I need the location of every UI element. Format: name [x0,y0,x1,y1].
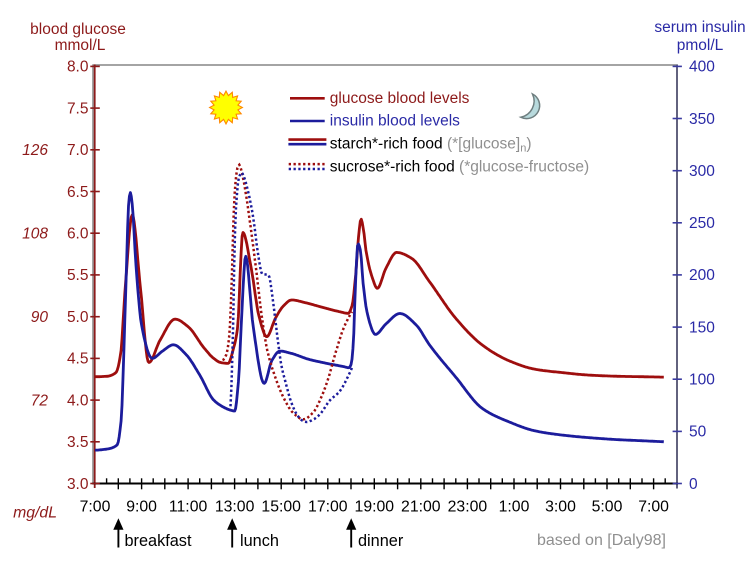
svg-text:serum insulin: serum insulin [654,19,745,36]
svg-text:17:00: 17:00 [308,499,348,516]
svg-text:mmol/L: mmol/L [55,37,106,54]
svg-text:7.0: 7.0 [67,142,89,159]
svg-text:3.5: 3.5 [67,434,89,451]
svg-text:11:00: 11:00 [169,499,208,516]
svg-text:13:00: 13:00 [215,499,255,516]
svg-text:mg/dL: mg/dL [13,504,57,521]
svg-text:100: 100 [689,372,715,389]
svg-text:15:00: 15:00 [261,499,301,516]
svg-text:3.0: 3.0 [67,476,89,493]
svg-text:0: 0 [689,476,698,493]
svg-text:4.0: 4.0 [67,392,89,409]
svg-text:6.0: 6.0 [67,226,89,243]
svg-text:400: 400 [689,59,715,76]
svg-text:90: 90 [31,309,49,326]
svg-text:starch*-rich food (*[glucose]n: starch*-rich food (*[glucose]n) [330,136,532,155]
svg-text:300: 300 [689,163,715,180]
svg-text:blood glucose: blood glucose [30,21,126,38]
svg-text:dinner: dinner [358,532,404,550]
svg-text:250: 250 [689,215,715,232]
svg-text:72: 72 [31,392,49,409]
svg-text:glucose blood levels: glucose blood levels [330,90,470,107]
svg-text:21:00: 21:00 [401,499,441,516]
svg-text:23:00: 23:00 [448,499,488,516]
svg-text:lunch: lunch [240,532,279,550]
svg-text:4.5: 4.5 [67,351,89,368]
svg-text:6.5: 6.5 [67,184,89,201]
svg-text:7:00: 7:00 [638,499,669,516]
svg-text:1:00: 1:00 [499,499,530,516]
svg-text:350: 350 [689,111,715,128]
svg-text:5.5: 5.5 [67,267,89,284]
svg-text:9:00: 9:00 [126,499,157,516]
svg-text:7.5: 7.5 [67,100,89,117]
svg-text:200: 200 [689,267,715,284]
svg-text:126: 126 [22,142,48,159]
svg-text:50: 50 [689,424,707,441]
svg-text:based on [Daly98]: based on [Daly98] [537,532,666,549]
svg-text:7:00: 7:00 [80,499,111,516]
svg-text:breakfast: breakfast [125,532,192,550]
svg-text:3:00: 3:00 [545,499,576,516]
svg-text:sucrose*-rich food (*glucose-f: sucrose*-rich food (*glucose-fructose) [330,158,589,175]
svg-text:108: 108 [22,226,48,243]
svg-text:8.0: 8.0 [67,59,89,76]
svg-text:5.0: 5.0 [67,309,89,326]
svg-text:pmol/L: pmol/L [677,37,724,54]
svg-text:19:00: 19:00 [355,499,395,516]
svg-text:insulin blood levels: insulin blood levels [330,113,460,130]
svg-text:5:00: 5:00 [592,499,623,516]
svg-text:150: 150 [689,319,715,336]
